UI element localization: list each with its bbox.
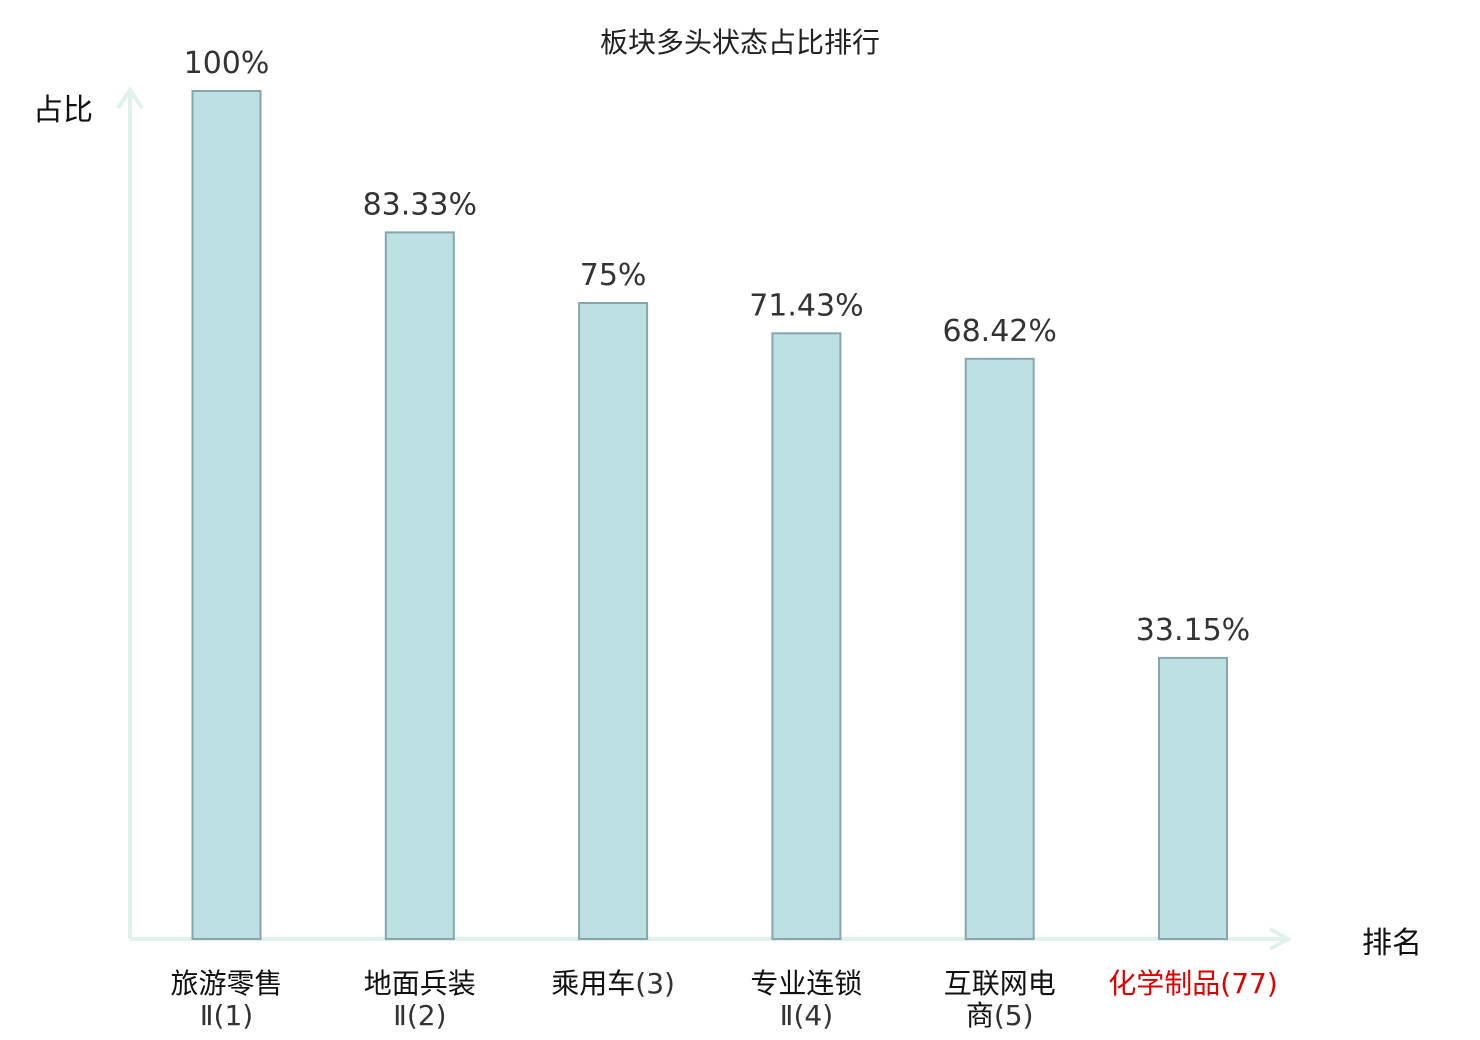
bars-group [191,90,1228,941]
bar-value-label: 83.33% [363,187,477,222]
category-name: 旅游零售 [170,967,282,1000]
category-label: 乘用车(3) [551,967,675,1000]
category-label: 旅游零售 Ⅱ(1) [170,967,282,1032]
y-axis-arrow [116,86,144,110]
bar-value-label: 71.43% [749,288,863,323]
category-name: 互联网电 [944,967,1056,1000]
category-rank: Ⅱ(2) [393,999,446,1032]
bar-value-label: 75% [580,258,647,293]
y-axis-label: 占比 [33,93,93,128]
x-axis-arrow [1269,927,1293,951]
y-axis [116,86,144,939]
x-axis-label: 排名 [1362,926,1422,961]
category-name: 专业连锁 [750,967,862,1000]
category-rank: (5) [994,999,1034,1032]
bar [191,90,262,940]
category-name: 化学制品 [1108,967,1220,1000]
category-name: 乘用车 [551,967,635,1000]
category-name: 商 [966,999,994,1032]
bar [964,357,1035,940]
bar [1158,656,1228,941]
category-rank: Ⅱ(4) [780,999,833,1032]
bar [384,231,455,940]
category-label: 地面兵装 Ⅱ(2) [364,967,476,1032]
bar-value-label: 68.42% [943,314,1057,349]
category-label: 互联网电商(5) [944,967,1056,1032]
value-labels-group: 100% 83.33% 75% 71.43% 68.42% 33.15% [184,46,1251,648]
category-rank: (77) [1220,967,1277,1000]
category-rank: (3) [635,967,675,1000]
category-name: 地面兵装 [364,967,476,1000]
category-label: 化学制品(77) [1108,967,1278,1000]
bar [771,332,842,940]
bar-value-label: 100% [184,46,270,81]
bar-value-label: 33.15% [1136,613,1250,648]
x-axis [130,927,1293,951]
bar [578,302,649,940]
chart-title: 板块多头状态占比排行 [600,26,880,59]
category-label: 专业连锁 Ⅱ(4) [750,967,862,1032]
category-labels-group: 旅游零售 Ⅱ(1) 地面兵装 Ⅱ(2) 乘用车(3) 专业连锁 Ⅱ(4) 互联网电商(5) 化学… [170,967,1277,1032]
category-rank: Ⅱ(1) [200,999,253,1032]
